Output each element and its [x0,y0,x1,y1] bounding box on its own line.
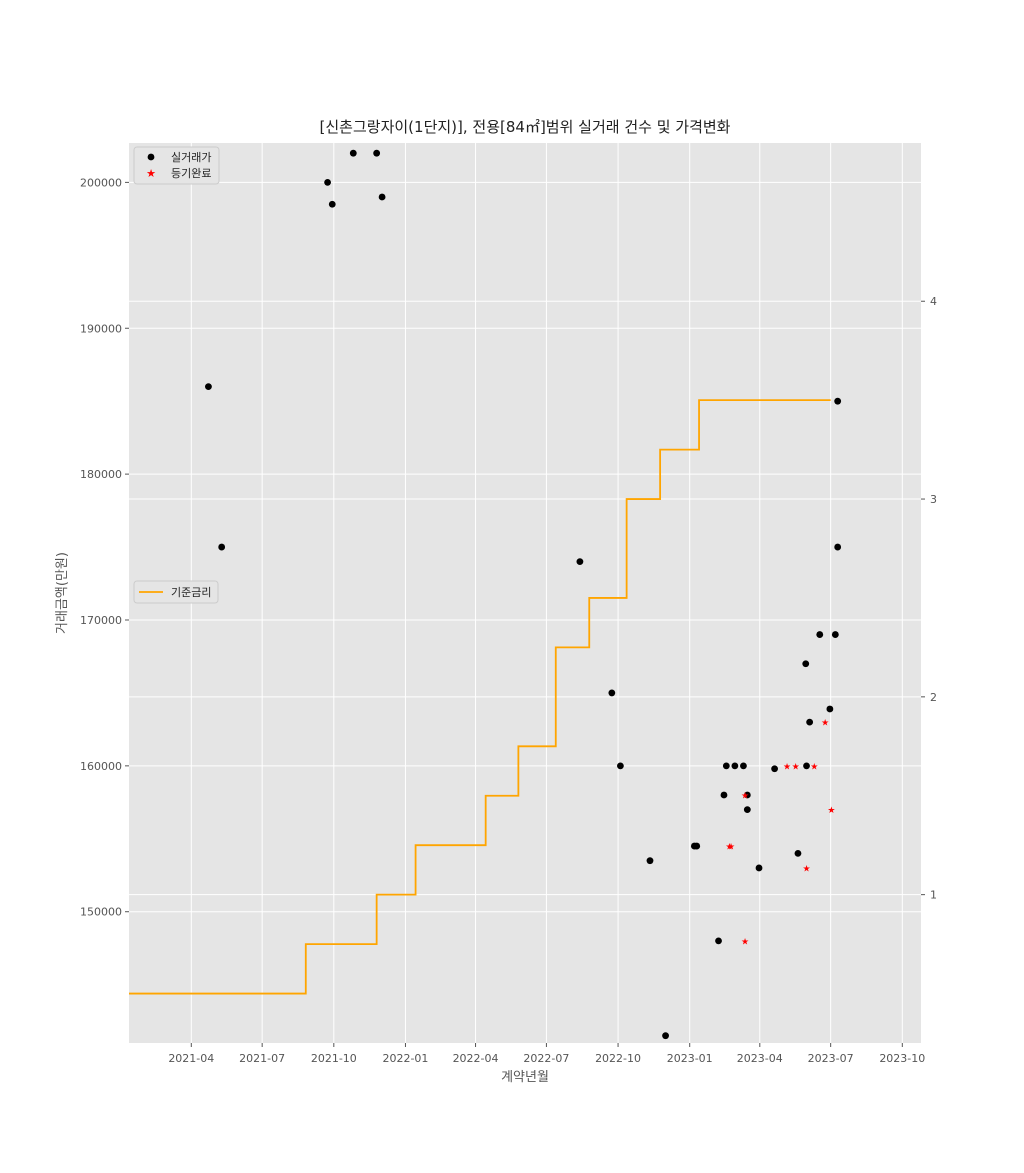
y-tick-label: 200000 [80,176,122,189]
registered-point: ★ [827,806,835,816]
price-point [328,200,336,208]
legend-label-price: 실거래가 [171,151,211,164]
chart-title: [신촌그랑자이(1단지)], 전용[84㎡]범위 실거래 건수 및 가격변화 [320,118,731,136]
price-point [616,762,624,770]
y2-tick-label: 4 [930,295,937,308]
registered-point: ★ [741,792,749,802]
price-point [802,660,810,668]
legend-top: 실거래가 ★ 등기완료 [133,146,220,185]
price-point [743,791,751,799]
y-tick-label: 190000 [80,322,122,335]
x-tick-label: 2023-07 [808,1052,854,1065]
x-tick-label: 2022-04 [453,1052,499,1065]
price-point [794,849,802,857]
price-point [720,791,728,799]
price-point [693,842,701,850]
registered-point: ★ [821,719,829,729]
registered-point: ★ [725,843,733,853]
price-point [771,765,778,773]
price-point [373,149,381,157]
price-point [715,937,722,945]
legend-label-rate: 기준금리 [171,586,211,599]
registered-point: ★ [810,762,818,772]
y2-axis-ticks: 1 2 3 4 [921,295,937,902]
price-point [349,149,357,157]
price-point [740,762,747,770]
price-point [731,762,739,770]
scatter-points: ★★★★★ ★★★★★ [205,149,842,1040]
price-point [743,806,751,814]
x-axis-ticks: 2021-04 2021-07 2021-10 2022-01 2022-04 2022-… [168,1043,925,1065]
rate-step-line [129,399,831,995]
x-tick-label: 2023-10 [879,1052,925,1065]
y2-tick-label: 2 [930,691,937,704]
x-tick-label: 2022-10 [595,1052,641,1065]
price-point [816,631,824,638]
price-point [378,193,386,201]
x-tick-label: 2023-04 [737,1052,783,1065]
price-point [662,1032,669,1040]
y-tick-label: 160000 [80,760,122,773]
x-tick-label: 2021-07 [239,1052,285,1065]
price-point [834,397,842,405]
price-point [205,383,212,390]
y-tick-label: 180000 [80,468,122,481]
registered-point: ★ [783,762,791,772]
y-tick-label: 150000 [80,906,122,919]
rate-series [129,399,831,995]
x-tick-label: 2022-07 [523,1052,569,1065]
price-point [803,762,810,770]
y2-tick-label: 3 [930,493,937,506]
price-point [722,762,730,770]
price-point [806,718,814,726]
registered-point: ★ [792,762,800,772]
y-tick-label: 170000 [80,614,122,627]
x-tick-label: 2022-01 [382,1052,428,1065]
price-point [218,543,226,551]
price-point [646,857,654,865]
x-axis-title: 계약년월 [501,1070,549,1085]
legend-marker-price [147,153,155,161]
price-point [755,864,763,872]
x-tick-label: 2021-10 [311,1052,357,1065]
price-point [324,178,331,186]
y-axis-title: 거래금액(만원) [55,552,70,634]
legend-label-registered: 등기완료 [171,167,211,180]
price-point [608,689,616,697]
y-axis-ticks: 150000 160000 170000 180000 190000 200000 [80,176,129,919]
y2-tick-label: 1 [930,889,937,902]
price-point [576,558,584,566]
price-point [834,543,842,551]
x-tick-label: 2023-01 [667,1052,713,1065]
registered-point: ★ [727,843,735,853]
price-point [826,705,834,713]
grid [129,143,921,1043]
plot-area [129,143,921,1043]
legend-mid: 기준금리 [133,580,219,604]
registered-point: ★ [802,864,810,874]
registered-point: ★ [741,937,749,947]
x-tick-label: 2021-04 [168,1052,214,1065]
price-point [831,631,839,638]
legend-marker-registered: ★ [146,167,156,180]
